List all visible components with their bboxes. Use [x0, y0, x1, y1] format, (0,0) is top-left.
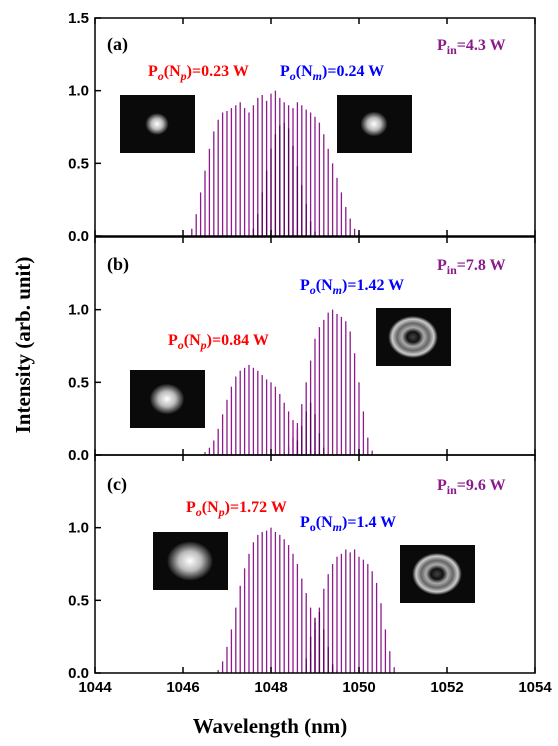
- panel-label: (b): [107, 254, 129, 275]
- annotation-part: o: [178, 338, 184, 352]
- annotation-part: in: [447, 483, 457, 497]
- annotation-part: P: [280, 63, 290, 80]
- y-tick-label: 0.0: [68, 228, 89, 245]
- annotation-part: m: [333, 283, 342, 297]
- annotation: Pin=7.8 W: [437, 257, 506, 277]
- mode-profile: [388, 316, 438, 358]
- y-tick-label: 1.5: [68, 10, 89, 27]
- annotation-part: =9.6 W: [457, 477, 506, 494]
- annotation-part: o: [310, 520, 316, 534]
- mode-profile: [360, 111, 388, 137]
- annotation-part: (N: [202, 499, 219, 516]
- panel-label: (a): [107, 34, 128, 55]
- annotation-part: (N: [296, 63, 313, 80]
- annotation-part: P: [437, 257, 447, 274]
- annotation-part: P: [300, 514, 310, 531]
- y-tick-label: 0.5: [68, 155, 89, 172]
- x-tick-label: 1046: [166, 679, 199, 696]
- annotation-part: o: [310, 283, 316, 297]
- annotation: Po(Np)=0.23 W: [148, 63, 249, 83]
- annotation-part: )=1.42 W: [342, 277, 404, 294]
- annotation-part: P: [148, 63, 158, 80]
- annotation-part: )=0.23 W: [187, 63, 249, 80]
- annotation-part: (N: [164, 63, 181, 80]
- annotation-part: P: [186, 499, 196, 516]
- mode-profile: [167, 541, 213, 581]
- y-tick-label: 0.5: [68, 592, 89, 609]
- annotation-part: p: [200, 338, 207, 352]
- annotation-part: P: [437, 477, 447, 494]
- annotation: Pin=9.6 W: [437, 477, 506, 497]
- mode-profile: [412, 553, 462, 595]
- annotation-part: in: [447, 263, 457, 277]
- annotation: Po(Np)=1.72 W: [186, 499, 287, 519]
- annotation-part: m: [333, 520, 342, 534]
- annotation-part: )=1.72 W: [225, 499, 287, 516]
- annotation-part: o: [196, 505, 202, 519]
- annotation-part: =7.8 W: [457, 257, 506, 274]
- y-tick-label: 0.5: [68, 374, 89, 391]
- x-tick-label: 1050: [342, 679, 375, 696]
- y-tick-label: 1.0: [68, 302, 89, 319]
- annotation-part: m: [313, 69, 322, 83]
- annotation-part: p: [180, 69, 187, 83]
- annotation-part: (N: [316, 277, 333, 294]
- annotation-part: )=0.84 W: [207, 332, 269, 349]
- annotation-part: P: [300, 277, 310, 294]
- annotation-part: p: [218, 505, 225, 519]
- annotation-part: o: [158, 69, 164, 83]
- annotation-part: P: [168, 332, 178, 349]
- annotation-part: )=0.24 W: [322, 63, 384, 80]
- annotation-part: =4.3 W: [457, 37, 506, 54]
- annotation: Po(Nm)=1.42 W: [300, 277, 404, 297]
- x-tick-label: 1054: [518, 679, 552, 696]
- plot-frame: [94, 454, 536, 674]
- annotation: Po(Nm)=1.4 W: [300, 514, 396, 534]
- panel-label: (c): [107, 474, 127, 495]
- annotation-part: in: [447, 43, 457, 57]
- x-axis-label: Wavelength (nm): [193, 714, 348, 738]
- y-tick-label: 0.0: [68, 447, 89, 464]
- y-tick-label: 1.0: [68, 520, 89, 537]
- y-axis-label: Intensity (arb. unit): [11, 257, 35, 434]
- y-tick-label: 1.0: [68, 83, 89, 100]
- annotation: Pin=4.3 W: [437, 37, 506, 57]
- annotation-part: o: [290, 69, 296, 83]
- x-tick-label: 1052: [430, 679, 463, 696]
- annotation-part: )=1.4 W: [342, 514, 396, 531]
- annotation: Po(Np)=0.84 W: [168, 332, 269, 352]
- annotation-part: (N: [184, 332, 201, 349]
- mode-profile: [149, 383, 185, 415]
- annotation-part: P: [437, 37, 447, 54]
- x-tick-label: 1048: [254, 679, 287, 696]
- mode-profile: [145, 113, 169, 135]
- annotation-part: (N: [316, 514, 333, 531]
- y-tick-label: 0.0: [68, 665, 89, 682]
- annotation: Po(Nm)=0.24 W: [280, 63, 384, 83]
- plot-frame: [94, 17, 536, 237]
- x-tick-label: 1044: [78, 679, 112, 696]
